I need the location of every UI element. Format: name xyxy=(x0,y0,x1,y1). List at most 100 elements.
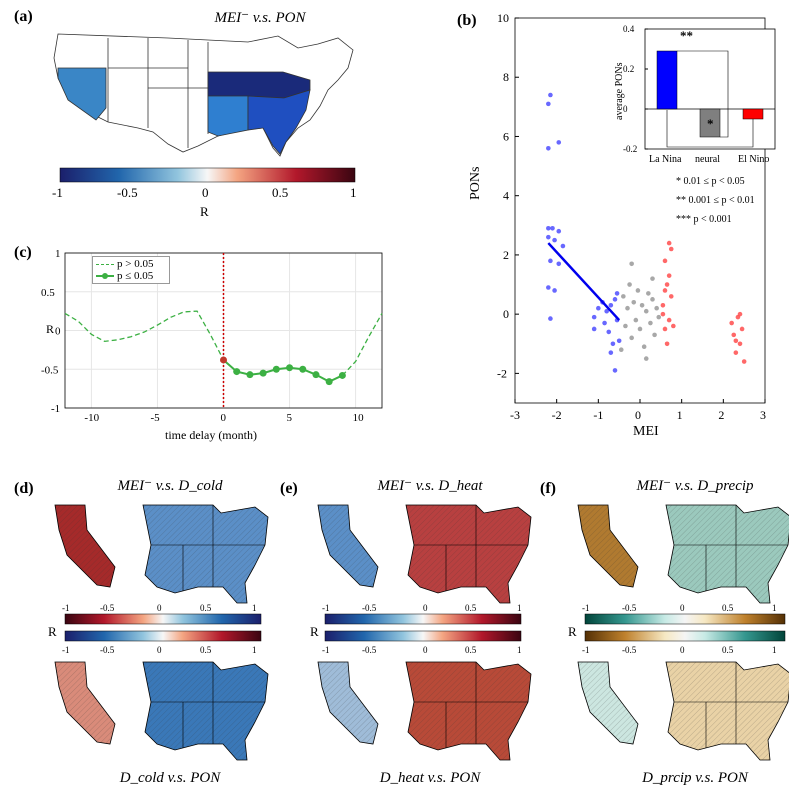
series-marker xyxy=(312,371,320,379)
data-point-la-nina xyxy=(550,225,555,231)
data-point-neural xyxy=(646,291,651,296)
west-hatch xyxy=(318,662,378,744)
panel-d-bottom-title: D_cold v.s. PON xyxy=(119,770,221,786)
inset-y-tick-label: 0.2 xyxy=(623,64,634,74)
x-tick-label: 1 xyxy=(677,408,683,422)
panel-b-chart: -3 -2 -1 0 1 2 3 -2 0 2 4 6 8 10 xyxy=(497,11,766,422)
data-point-neural xyxy=(652,332,657,338)
y-tick-label: 2 xyxy=(503,248,509,262)
inset-y-tick-label: -0.2 xyxy=(623,144,637,154)
data-point-el-nino xyxy=(668,294,674,299)
data-point-la-nina xyxy=(614,291,620,296)
east-hatch xyxy=(666,505,789,603)
data-point-la-nina xyxy=(608,350,614,355)
panel-e-label: (e) xyxy=(280,480,298,497)
data-point-la-nina xyxy=(604,308,609,314)
west-hatch xyxy=(578,505,638,587)
panel-a-cb-label: R xyxy=(200,204,209,219)
data-point-la-nina xyxy=(546,285,551,290)
x-tick-label: 3 xyxy=(760,408,766,422)
x-tick-label: 5 xyxy=(287,412,293,424)
series-marker xyxy=(220,356,227,364)
panel-a-cb-ticks: -1 -0.5 0 0.5 1 xyxy=(52,185,362,201)
data-point-neural xyxy=(637,326,643,332)
data-point-el-nino xyxy=(664,341,670,347)
data-point-la-nina xyxy=(552,237,557,243)
inset-y-tick-label: 0.4 xyxy=(623,24,635,34)
data-point-el-nino xyxy=(664,282,670,287)
panel-d-top-title: MEI⁻ v.s. D_cold xyxy=(117,478,223,494)
data-point-la-nina xyxy=(548,92,553,98)
sig-legend-item: * 0.01 ≤ p < 0.05 xyxy=(676,176,745,187)
east-hatch xyxy=(666,662,789,760)
x-tick-label: -2 xyxy=(552,408,562,422)
data-point-el-nino xyxy=(733,338,739,344)
tick: -0.5 xyxy=(117,185,138,200)
state-lines xyxy=(107,38,209,148)
series-dashed xyxy=(64,310,225,361)
bar-neural xyxy=(699,108,721,138)
y-tick-label: -1 xyxy=(51,403,60,415)
series-marker xyxy=(246,371,254,379)
data-point-neural xyxy=(618,347,624,352)
series-marker xyxy=(299,365,307,373)
data-point-la-nina xyxy=(612,368,618,373)
x-tick-label: -1 xyxy=(593,408,603,422)
data-point-la-nina xyxy=(602,320,607,326)
california xyxy=(57,67,107,121)
sig-legend-item: ** 0.001 ≤ p < 0.01 xyxy=(676,195,755,206)
data-point-neural xyxy=(641,344,647,350)
data-point-el-nino xyxy=(662,326,668,332)
data-point-neural xyxy=(654,305,659,311)
data-point-la-nina xyxy=(546,225,551,231)
central-south xyxy=(207,95,249,137)
data-point-el-nino xyxy=(739,326,745,332)
data-point-neural xyxy=(629,261,634,267)
x-tick-label: -10 xyxy=(84,412,99,424)
data-point-el-nino xyxy=(666,273,672,278)
data-point-neural xyxy=(627,282,632,287)
sig-bracket-bottom xyxy=(666,110,754,148)
panel-f-bottom-title: D_prcip v.s. PON xyxy=(642,770,748,786)
y-tick-label: 0 xyxy=(503,307,509,321)
west-hatch xyxy=(55,505,115,587)
data-point-neural xyxy=(633,317,639,323)
x-tick-label: 0 xyxy=(221,412,227,424)
colorbar-top xyxy=(324,613,522,625)
data-point-el-nino xyxy=(662,288,668,293)
state-borders xyxy=(674,505,788,591)
data-point-el-nino xyxy=(737,341,743,347)
data-point-neural xyxy=(635,288,641,293)
data-point-neural xyxy=(629,335,634,341)
data-point-neural xyxy=(650,297,655,302)
bar-la-nina xyxy=(656,50,678,110)
data-point-el-nino xyxy=(662,258,668,264)
panel-c-ylabel: R xyxy=(46,322,55,336)
panel-e-bottom-title: D_heat v.s. PON xyxy=(379,770,481,786)
x-tick-label: -3 xyxy=(510,408,520,422)
sig-legend: * 0.01 ≤ p < 0.05 ** 0.001 ≤ p < 0.01 **… xyxy=(676,172,755,229)
data-point-la-nina xyxy=(616,338,622,344)
data-point-la-nina xyxy=(608,302,614,308)
data-point-la-nina xyxy=(560,243,566,249)
y-tick-label: 1 xyxy=(55,248,61,260)
colorbar-top xyxy=(584,613,786,625)
x-tick-label: -5 xyxy=(150,412,160,424)
x-tick-label: 10 xyxy=(353,412,365,424)
tick: -1 xyxy=(52,185,63,200)
data-point-la-nina xyxy=(546,101,551,107)
y-tick-label: 0 xyxy=(55,326,61,338)
panel-d-label: (d) xyxy=(14,480,34,497)
y-tick-label: 8 xyxy=(503,70,509,84)
data-point-la-nina xyxy=(591,314,597,320)
panel-a-colorbar xyxy=(59,167,356,183)
east-hatch xyxy=(143,505,268,603)
x-tick-label: 2 xyxy=(718,408,724,422)
tick: 0.5 xyxy=(272,185,289,200)
data-point-la-nina xyxy=(612,297,618,302)
data-point-el-nino xyxy=(729,320,734,326)
data-point-la-nina xyxy=(610,341,616,347)
panel-b-inset-chart: -0.2 0 0.2 0.4 xyxy=(623,24,776,154)
fit-line xyxy=(547,242,621,321)
data-point-neural xyxy=(621,294,626,299)
